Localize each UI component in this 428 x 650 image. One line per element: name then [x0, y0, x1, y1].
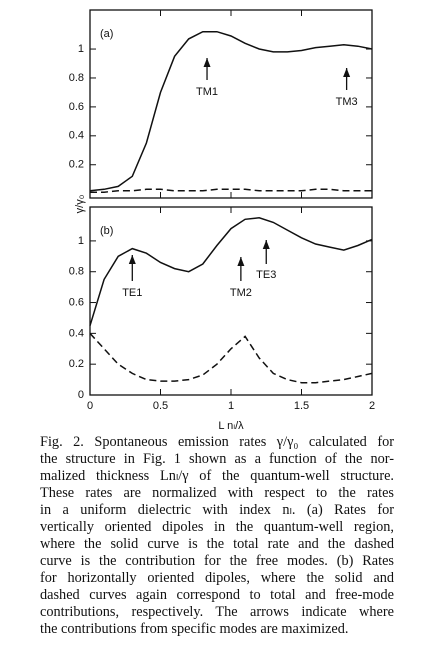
- y-tick-label: 0.6: [69, 101, 84, 113]
- x-tick-label: 0.5: [153, 400, 168, 412]
- y-axis-label: γ/γ₀: [74, 195, 86, 214]
- x-tick-label: 1: [228, 400, 234, 412]
- data-line: [89, 30, 373, 192]
- arrow-head: [343, 68, 351, 77]
- caption-line: the structure in Fig. 1 shown as a funct…: [40, 451, 394, 467]
- annotation-label: TE3: [256, 269, 276, 281]
- plot-frame: [89, 9, 373, 199]
- panel-label: (b): [100, 225, 113, 237]
- caption-line: in a uniform dielectric with index nₗ. (…: [40, 502, 394, 518]
- y-tick-label: 0.2: [69, 358, 84, 370]
- x-tick-label: 0: [87, 400, 93, 412]
- y-tick-label: 0: [78, 389, 84, 401]
- x-axis-label: L nₗ/λ: [218, 420, 244, 430]
- caption-line: dashed curves again correspond to total …: [40, 587, 394, 603]
- y-tick-label: 0.2: [69, 159, 84, 171]
- x-tick-label: 2: [369, 400, 375, 412]
- caption: Fig. 2. Spontaneous emission rates γ/γ₀ …: [40, 434, 394, 638]
- annotation-label: TM2: [230, 287, 252, 299]
- y-tick-label: 0.4: [69, 327, 84, 339]
- arrow-head: [262, 240, 270, 249]
- caption-line: curve is the contribution for the free m…: [40, 553, 394, 569]
- annotation-label: TE1: [122, 287, 142, 299]
- y-tick-label: 0.4: [69, 130, 84, 142]
- arrow-head: [128, 255, 136, 264]
- y-tick-label: 0.8: [69, 72, 84, 84]
- arrow-head: [203, 58, 211, 67]
- caption-line: the contributions from specific modes ar…: [40, 621, 349, 637]
- plot-frame: [89, 206, 373, 396]
- annotation-label: TM1: [196, 86, 218, 98]
- caption-line: Fig. 2. Spontaneous emission rates γ/γ₀ …: [40, 434, 394, 450]
- y-tick-label: 1: [78, 235, 84, 247]
- arrow-head: [237, 257, 245, 266]
- caption-line: These rates are normalized with respect …: [40, 485, 394, 501]
- caption-line: malized thickness Lnₗ/γ of the quantum-w…: [40, 468, 394, 484]
- caption-line: contributions, respectively. The arrows …: [40, 604, 394, 620]
- annotation-label: TM3: [336, 96, 358, 108]
- data-line: [89, 217, 373, 326]
- y-tick-label: 1: [78, 43, 84, 55]
- caption-line: vertically oriented dipoles in the quant…: [40, 519, 394, 535]
- x-tick-label: 1.5: [294, 400, 309, 412]
- caption-line: where the solid curve is the total rate …: [40, 536, 394, 552]
- y-tick-label: 0.8: [69, 266, 84, 278]
- data-line: [89, 332, 373, 384]
- caption-line: for horizontally oriented dipoles, where…: [40, 570, 394, 586]
- y-tick-label: 0.6: [69, 296, 84, 308]
- data-line: [90, 188, 372, 193]
- figure: 0.2 0.4 0.6 0.8 1 (a) γ/γ₀ TM1 TM3 0 0.2 0.4 0.6 0.8 1…: [69, 9, 375, 430]
- panel-label: (a): [100, 28, 113, 40]
